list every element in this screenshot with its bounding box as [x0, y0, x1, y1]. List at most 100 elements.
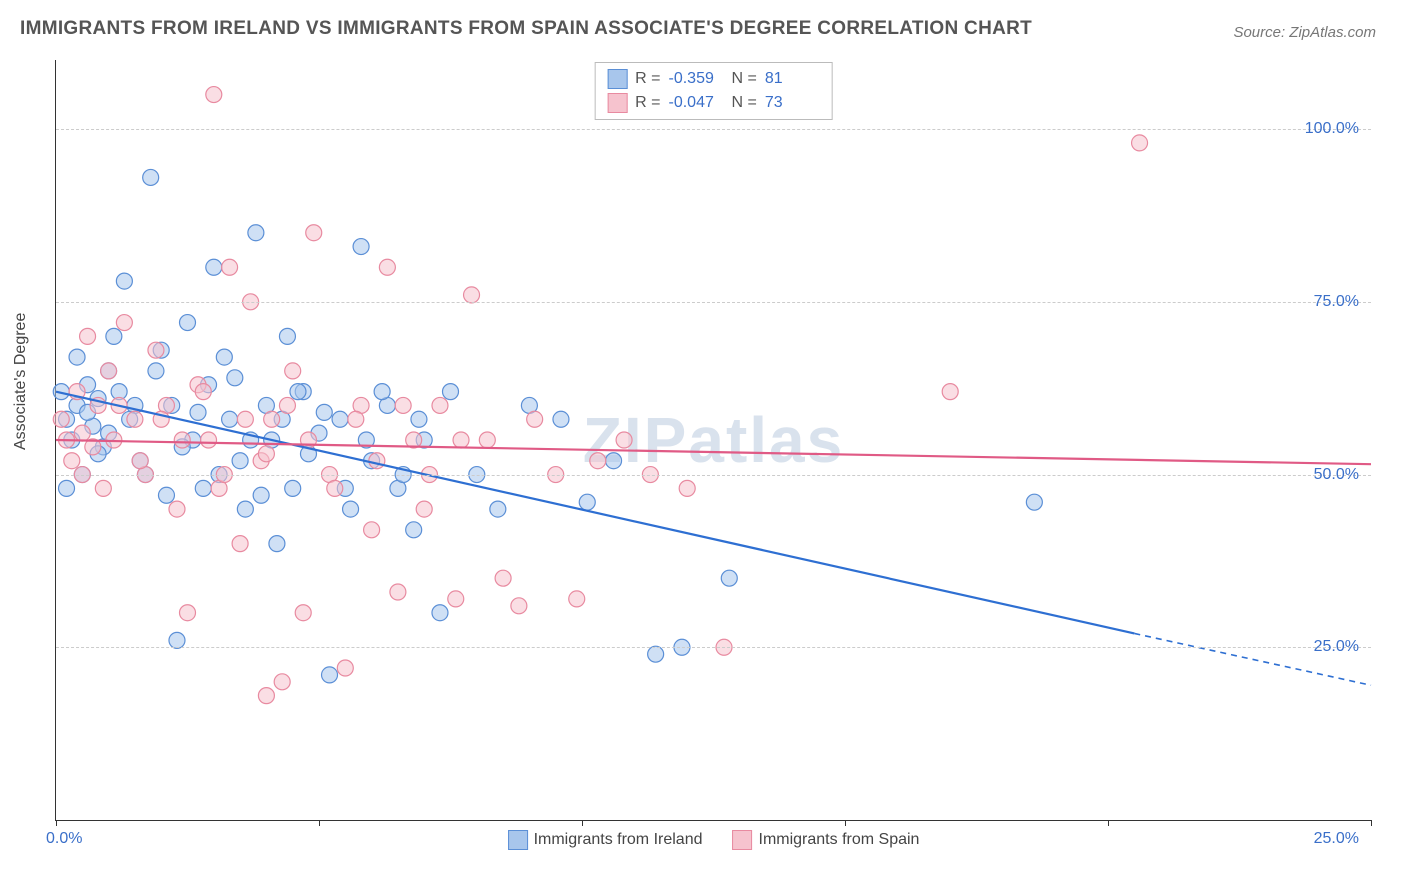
- stat-r-value: -0.359: [669, 67, 724, 91]
- data-point: [1132, 135, 1148, 151]
- stats-legend-box: R =-0.359N =81R =-0.047N =73: [594, 62, 833, 120]
- data-point: [253, 487, 269, 503]
- stats-row: R =-0.359N =81: [607, 67, 820, 91]
- data-point: [453, 432, 469, 448]
- data-point: [101, 363, 117, 379]
- data-point: [116, 273, 132, 289]
- x-tick: [1371, 820, 1372, 826]
- data-point: [53, 411, 69, 427]
- data-point: [411, 411, 427, 427]
- data-point: [237, 411, 253, 427]
- gridline: [56, 475, 1371, 476]
- source-attribution: Source: ZipAtlas.com: [1233, 24, 1376, 41]
- data-point: [274, 674, 290, 690]
- data-point: [227, 370, 243, 386]
- data-point: [479, 432, 495, 448]
- stat-n-value: 73: [765, 91, 820, 115]
- data-point: [443, 384, 459, 400]
- data-point: [64, 453, 80, 469]
- legend-swatch: [607, 93, 627, 113]
- data-point: [206, 259, 222, 275]
- data-point: [222, 259, 238, 275]
- data-point: [416, 501, 432, 517]
- data-point: [169, 501, 185, 517]
- data-point: [279, 328, 295, 344]
- data-point: [1026, 494, 1042, 510]
- stat-r-label: R =: [635, 91, 660, 115]
- data-point: [195, 480, 211, 496]
- y-tick-label: 25.0%: [1314, 638, 1359, 656]
- data-point: [195, 384, 211, 400]
- data-point: [590, 453, 606, 469]
- data-point: [53, 384, 69, 400]
- plot-svg: [56, 60, 1371, 820]
- data-point: [269, 536, 285, 552]
- data-point: [332, 411, 348, 427]
- legend-swatch: [508, 830, 528, 850]
- data-point: [606, 453, 622, 469]
- data-point: [180, 315, 196, 331]
- data-point: [364, 522, 380, 538]
- chart-container: IMMIGRANTS FROM IRELAND VS IMMIGRANTS FR…: [0, 0, 1406, 892]
- data-point: [721, 570, 737, 586]
- data-point: [448, 591, 464, 607]
- data-point: [390, 584, 406, 600]
- data-point: [379, 259, 395, 275]
- legend-item: Immigrants from Spain: [733, 830, 920, 850]
- data-point: [237, 501, 253, 517]
- data-point: [206, 87, 222, 103]
- data-point: [201, 432, 217, 448]
- gridline: [56, 647, 1371, 648]
- data-point: [343, 501, 359, 517]
- data-point: [553, 411, 569, 427]
- y-axis-label: Associate's Degree: [12, 313, 30, 450]
- data-point: [148, 342, 164, 358]
- x-tick: [319, 820, 320, 826]
- data-point: [369, 453, 385, 469]
- legend-swatch: [607, 69, 627, 89]
- x-tick: [56, 820, 57, 826]
- data-point: [490, 501, 506, 517]
- data-point: [279, 397, 295, 413]
- data-point: [648, 646, 664, 662]
- plot-area: ZIPatlas R =-0.359N =81R =-0.047N =73 0.…: [55, 60, 1371, 821]
- data-point: [232, 536, 248, 552]
- data-point: [290, 384, 306, 400]
- data-point: [169, 632, 185, 648]
- x-axis-max-label: 25.0%: [1314, 830, 1359, 848]
- legend-swatch: [733, 830, 753, 850]
- data-point: [190, 404, 206, 420]
- data-point: [569, 591, 585, 607]
- data-point: [216, 349, 232, 365]
- data-point: [106, 328, 122, 344]
- stat-r-value: -0.047: [669, 91, 724, 115]
- data-point: [180, 605, 196, 621]
- data-point: [527, 411, 543, 427]
- data-point: [679, 480, 695, 496]
- data-point: [69, 349, 85, 365]
- data-point: [295, 605, 311, 621]
- y-tick-label: 75.0%: [1314, 293, 1359, 311]
- data-point: [258, 446, 274, 462]
- data-point: [337, 660, 353, 676]
- gridline: [56, 129, 1371, 130]
- data-point: [80, 328, 96, 344]
- legend-item: Immigrants from Ireland: [508, 830, 703, 850]
- data-point: [264, 411, 280, 427]
- data-point: [348, 411, 364, 427]
- data-point: [316, 404, 332, 420]
- data-point: [406, 522, 422, 538]
- data-point: [285, 480, 301, 496]
- data-point: [353, 239, 369, 255]
- stats-row: R =-0.047N =73: [607, 91, 820, 115]
- data-point: [248, 225, 264, 241]
- data-point: [74, 425, 90, 441]
- data-point: [95, 480, 111, 496]
- x-tick: [582, 820, 583, 826]
- data-point: [174, 432, 190, 448]
- data-point: [374, 384, 390, 400]
- data-point: [285, 363, 301, 379]
- data-point: [322, 667, 338, 683]
- gridline: [56, 302, 1371, 303]
- data-point: [143, 169, 159, 185]
